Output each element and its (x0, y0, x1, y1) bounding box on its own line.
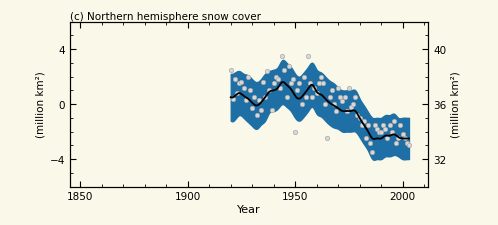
Point (236, 82, 244, 86)
Point (392, 141, 400, 145)
Point (319, 82, 327, 86)
Point (321, 103, 329, 106)
Point (238, 81, 246, 85)
Point (351, 96, 359, 100)
Point (388, 130, 396, 134)
Point (265, 89, 273, 93)
Point (354, 114, 362, 117)
Point (401, 137, 409, 141)
Point (270, 82, 278, 86)
Point (242, 99, 250, 102)
Point (300, 75, 308, 79)
Point (276, 86, 284, 90)
Point (272, 75, 280, 79)
Point (398, 133, 406, 137)
Point (349, 103, 357, 106)
Point (373, 127, 381, 131)
Point (274, 78, 282, 82)
Point (302, 96, 310, 100)
Point (263, 70, 271, 74)
Point (326, 96, 334, 100)
Point (375, 130, 383, 134)
Point (295, 82, 303, 86)
Point (403, 141, 411, 145)
Point (287, 82, 295, 86)
Point (252, 114, 260, 117)
Point (280, 69, 288, 72)
Point (362, 137, 370, 141)
Point (383, 137, 391, 141)
Point (377, 130, 385, 134)
Point (298, 103, 306, 106)
Point (227, 69, 235, 72)
Point (310, 86, 318, 90)
Point (330, 103, 338, 106)
Point (323, 137, 331, 141)
Point (254, 99, 262, 102)
Point (267, 108, 275, 112)
Point (390, 119, 398, 123)
Text: (c) Northern hemisphere snow cover: (c) Northern hemisphere snow cover (70, 12, 261, 22)
Y-axis label: (million km²): (million km²) (35, 71, 45, 138)
Point (385, 123, 393, 127)
Point (347, 106, 355, 109)
Point (367, 141, 374, 145)
Point (369, 151, 376, 154)
Point (291, 130, 299, 134)
Point (278, 55, 286, 58)
Point (250, 96, 258, 100)
Point (248, 107, 256, 110)
Point (229, 97, 237, 101)
Point (240, 86, 248, 90)
Y-axis label: (million km²): (million km²) (451, 71, 461, 138)
Point (405, 144, 413, 148)
Point (315, 82, 323, 86)
Point (364, 123, 372, 127)
Point (379, 123, 387, 127)
Point (371, 123, 378, 127)
Point (358, 123, 366, 127)
Point (394, 137, 402, 141)
Point (328, 89, 336, 93)
Point (231, 78, 239, 82)
Point (345, 86, 353, 90)
Point (259, 81, 267, 85)
Point (308, 96, 316, 100)
Point (334, 86, 342, 90)
Point (304, 55, 312, 58)
Point (289, 78, 297, 82)
Point (343, 110, 351, 113)
Point (244, 75, 252, 79)
X-axis label: Year: Year (237, 204, 261, 214)
Point (313, 92, 321, 95)
Point (339, 100, 347, 104)
Point (285, 65, 293, 68)
Point (332, 110, 340, 113)
Point (360, 119, 368, 123)
Point (246, 89, 254, 93)
Point (306, 82, 314, 86)
Point (317, 75, 325, 79)
Point (356, 117, 364, 120)
Point (261, 96, 269, 100)
Point (336, 96, 344, 100)
Point (282, 96, 290, 100)
Point (381, 127, 389, 131)
Point (233, 92, 241, 95)
Point (396, 123, 404, 127)
Point (293, 89, 301, 93)
Point (257, 108, 265, 112)
Point (341, 96, 349, 100)
